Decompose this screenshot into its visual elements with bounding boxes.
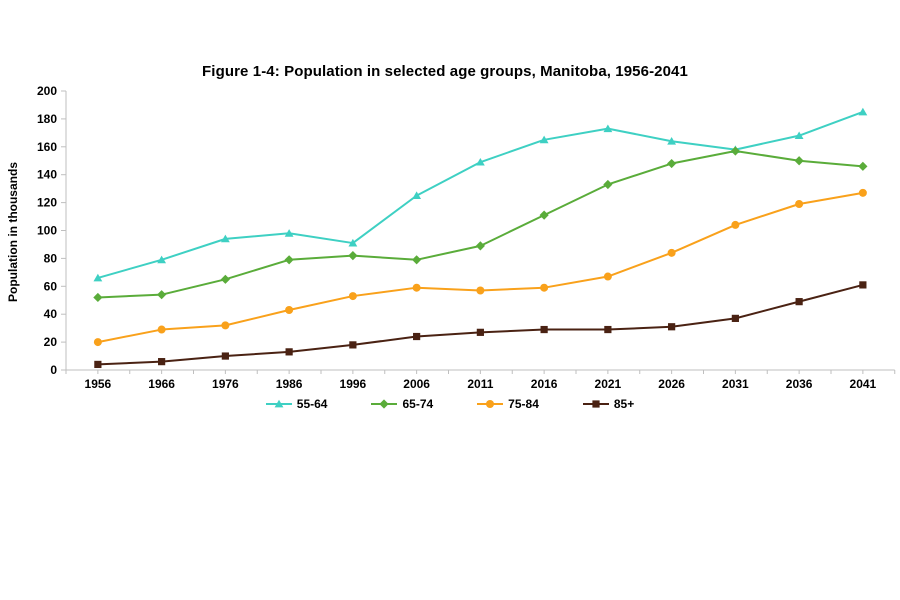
x-tick-label: 2031 bbox=[722, 377, 749, 391]
y-tick-label: 40 bbox=[44, 307, 58, 321]
x-tick-label: 2011 bbox=[467, 377, 493, 391]
x-tick-label: 2016 bbox=[531, 377, 558, 391]
x-tick-label: 1986 bbox=[276, 377, 303, 391]
chart-legend: 55-64 65-74 75-84 85+ bbox=[0, 397, 900, 411]
x-axis: 1956 1966 1976 1986 1996 2006 2011 2016 2021 2026… bbox=[65, 370, 896, 391]
y-axis: 0 20 40 60 80 100 120 140 160 180 200 bbox=[37, 84, 66, 377]
y-tick-label: 100 bbox=[37, 224, 57, 238]
y-tick-label: 120 bbox=[37, 196, 57, 210]
legend-label: 85+ bbox=[613, 397, 635, 411]
y-tick-label: 200 bbox=[37, 84, 57, 98]
y-tick-label: 0 bbox=[50, 363, 57, 377]
y-tick-label: 80 bbox=[44, 251, 58, 265]
legend-item-55-64: 55-64 bbox=[265, 397, 328, 411]
x-tick-label: 1976 bbox=[212, 377, 239, 391]
series-65-74 bbox=[93, 146, 868, 303]
series-75-84 bbox=[93, 188, 867, 347]
legend-label: 65-74 bbox=[402, 397, 434, 411]
y-tick-label: 180 bbox=[37, 112, 57, 126]
y-tick-label: 140 bbox=[37, 168, 57, 182]
series-85+ bbox=[94, 281, 867, 369]
series-55-64 bbox=[93, 107, 868, 282]
legend-triangle-marker-icon bbox=[265, 399, 292, 408]
legend-circle-marker-icon bbox=[477, 400, 504, 408]
legend-item-65-74: 65-74 bbox=[371, 397, 433, 411]
legend-item-75-84: 75-84 bbox=[477, 397, 539, 411]
x-tick-label: 2036 bbox=[786, 377, 813, 391]
x-tick-label: 1956 bbox=[85, 377, 112, 391]
legend-item-85+: 85+ bbox=[582, 397, 635, 411]
legend-square-marker-icon bbox=[582, 400, 609, 408]
legend-label: 55-64 bbox=[296, 397, 328, 411]
legend-label: 75-84 bbox=[508, 397, 539, 411]
x-tick-label: 1966 bbox=[148, 377, 175, 391]
y-tick-label: 160 bbox=[37, 140, 57, 154]
x-tick-label: 2021 bbox=[595, 377, 622, 391]
x-tick-label: 2006 bbox=[403, 377, 430, 391]
x-tick-label: 2026 bbox=[658, 377, 685, 391]
x-tick-label: 1996 bbox=[340, 377, 367, 391]
y-tick-label: 20 bbox=[44, 335, 58, 349]
x-tick-label: 2041 bbox=[850, 377, 877, 391]
legend-diamond-marker-icon bbox=[371, 399, 398, 409]
y-tick-label: 60 bbox=[44, 279, 58, 293]
chart-title: Figure 1-4: Population in selected age g… bbox=[202, 63, 688, 80]
